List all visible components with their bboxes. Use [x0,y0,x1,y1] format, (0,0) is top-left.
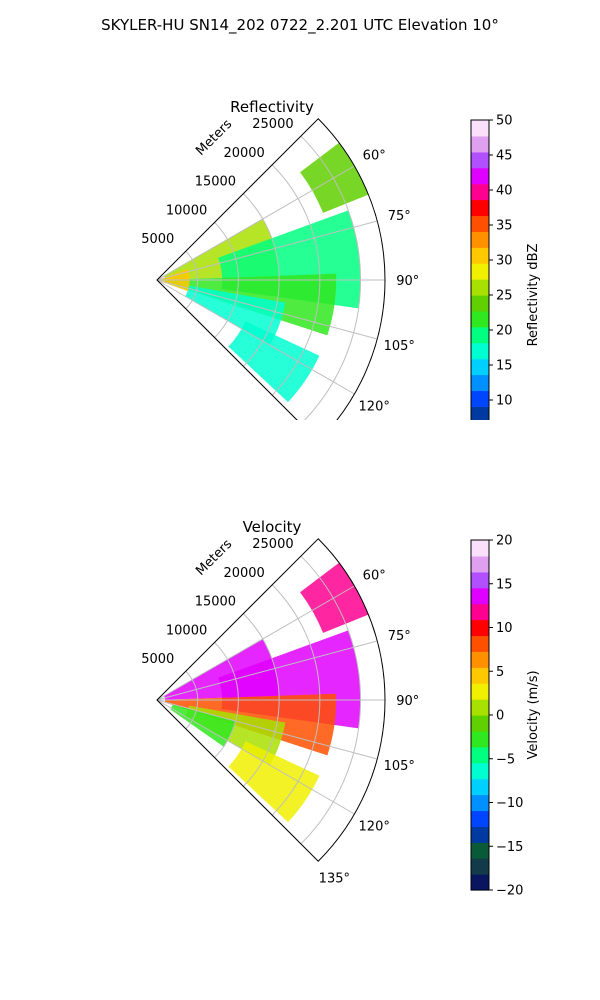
range-tick-label: 15000 [195,175,236,190]
colorbar-swatch [471,651,489,668]
azimuth-tick-label: 60° [363,149,386,164]
azimuth-gridline [156,279,378,340]
azimuth-gridline [156,585,355,701]
colorbar-swatch [471,762,489,780]
colorbar-swatch [471,555,489,573]
colorbar-tick-label: 25 [496,289,513,304]
colorbar-swatch [471,778,489,796]
colorbar-tick-label: 5 [496,665,504,680]
colorbar-tick-label: −15 [496,840,523,855]
echo-region [228,741,320,823]
colorbar-swatch [471,342,489,360]
range-tick-label: 20000 [223,146,264,161]
colorbar-tick-label: 10 [496,394,513,409]
colorbar-swatch [471,874,489,891]
azimuth-tick-label: 105° [384,339,415,354]
azimuth-gridline [156,165,355,281]
colorbar-swatch [471,683,489,700]
colorbar-swatch [471,231,489,248]
colorbar-label: Reflectivity dBZ [526,244,541,347]
panel-title: Reflectivity [230,98,314,116]
colorbar-swatch [471,215,489,232]
colorbar-tick-label: 20 [496,324,513,339]
colorbar-swatch [471,295,489,312]
azimuth-gridline [156,220,378,281]
azimuth-tick-label: 120° [359,819,390,834]
colorbar-swatch [471,858,489,875]
azimuth-tick-label: 90° [396,694,419,709]
range-tick-label: 5000 [141,652,174,667]
colorbar-swatch [471,279,489,296]
colorbar-swatch [471,358,489,376]
azimuth-tick-label: 105° [384,759,415,774]
colorbar-swatch [471,794,489,812]
colorbar-swatch [471,167,489,185]
colorbar-swatch [471,635,489,652]
colorbar-tick-label: 15 [496,359,513,374]
colorbar-swatch [471,603,489,621]
echo-region [228,321,320,403]
azimuth-tick-label: 120° [359,399,390,414]
colorbar-swatch [471,540,489,557]
colorbar-swatch [471,135,489,153]
colorbar-swatch [471,310,489,328]
colorbar-swatch [471,183,489,201]
colorbar-tick-label: −20 [496,884,523,899]
colorbar-swatch [471,699,489,716]
azimuth-tick-label: 135° [319,871,350,886]
colorbar-tick-label: 20 [496,534,513,549]
colorbar-swatch [471,587,489,605]
range-tick-label: 5000 [141,232,174,247]
colorbar-swatch [471,390,489,407]
colorbar-swatch [471,715,489,732]
colorbar-tick-label: 45 [496,149,513,164]
colorbar-swatch [471,374,489,392]
colorbar-tick-label: −5 [496,752,515,767]
colorbar-tick-label: 35 [496,219,513,234]
azimuth-gridline [156,699,378,760]
range-tick-label: 15000 [195,595,236,610]
colorbar-swatch [471,826,489,843]
colorbar-swatch [471,667,489,684]
colorbar-tick-label: 30 [496,254,513,269]
sector-frame [156,538,386,862]
colorbar-tick-label: 10 [496,621,513,636]
colorbar-swatch [471,199,489,217]
figure-title: SKYLER-HU SN14_202 0722_2.201 UTC Elevat… [101,16,499,34]
colorbar-swatch [471,842,489,859]
colorbar-tick-label: 40 [496,184,513,199]
colorbar-swatch [471,151,489,169]
azimuth-tick-label: 90° [396,274,419,289]
range-tick-label: 10000 [166,203,207,218]
azimuth-gridline [156,640,378,701]
range-tick-label: 25000 [252,117,293,132]
colorbar-tick-label: 50 [496,114,513,129]
colorbar-swatch [471,730,489,748]
colorbar-tick-label: 0 [496,709,504,724]
colorbar-tick-label: 15 [496,577,513,592]
colorbar-tick-label: −10 [496,796,523,811]
range-tick-label: 10000 [166,623,207,638]
azimuth-gridline [156,279,355,395]
azimuth-tick-label: 75° [388,629,411,644]
colorbar-swatch [471,247,489,264]
azimuth-tick-label: 75° [388,209,411,224]
colorbar-swatch [471,263,489,280]
sector-frame [156,118,386,420]
colorbar-swatch [471,810,489,827]
colorbar-swatch [471,746,489,764]
colorbar-swatch [471,120,489,137]
colorbar-label: Velocity (m/s) [526,670,541,759]
colorbar-swatch [471,571,489,589]
azimuth-gridline [156,699,355,815]
range-tick-label: 20000 [223,566,264,581]
panel-title: Velocity [243,518,302,536]
reflectivity-panel: Reflectivity500010000150002000025000Mete… [141,98,541,420]
colorbar-swatch [471,406,489,420]
colorbar-swatch [471,326,489,344]
azimuth-tick-label: 60° [363,569,386,584]
range-tick-label: 25000 [252,537,293,552]
colorbar-swatch [471,619,489,637]
